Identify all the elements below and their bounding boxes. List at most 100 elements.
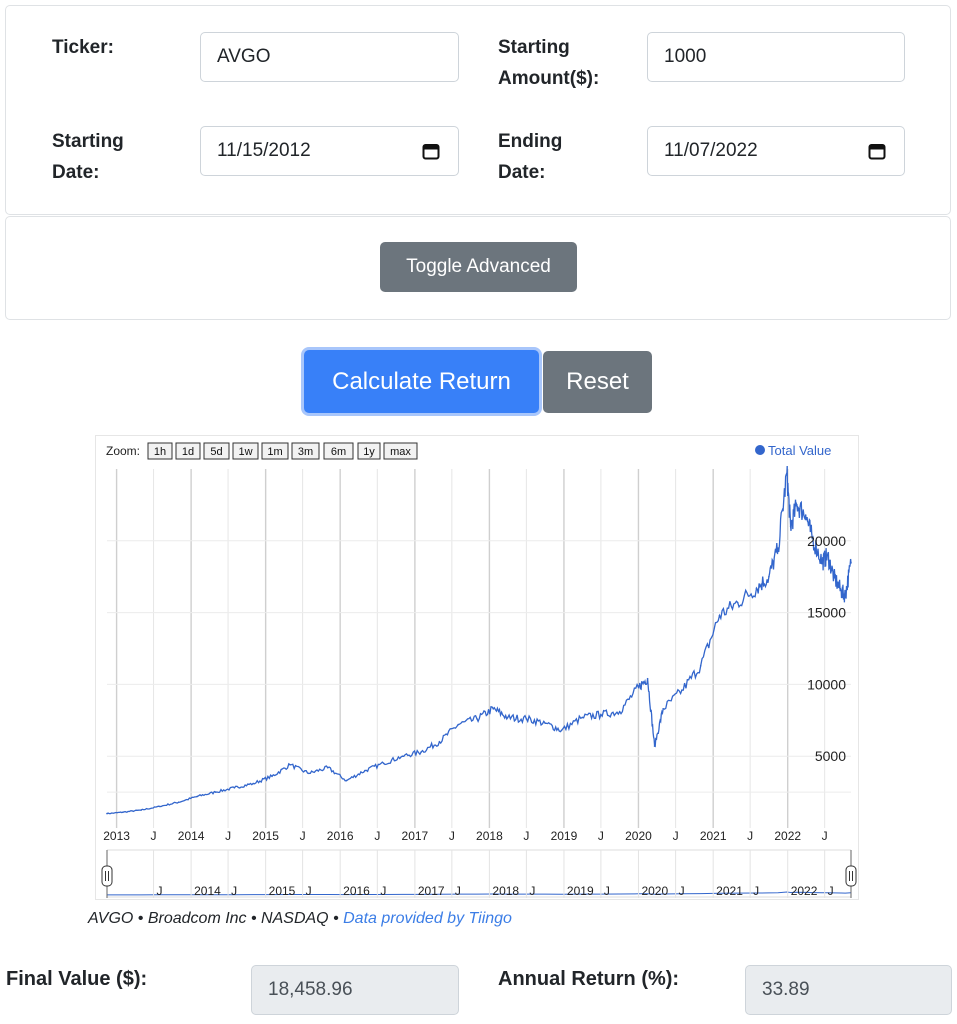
x-tick-label: J [747, 829, 753, 843]
handle-grip [101, 865, 113, 887]
annual-return-label: Annual Return (%): [498, 968, 680, 990]
zoom-label: Zoom: [106, 444, 140, 458]
navigator-tick-label: 2015 [269, 884, 296, 898]
data-point [804, 514, 807, 516]
data-point [736, 601, 739, 604]
data-point [401, 755, 404, 757]
data-point [833, 575, 835, 578]
data-point [382, 762, 385, 765]
navigator-tick-label: J [231, 884, 237, 898]
zoom-button-label: max [390, 446, 411, 458]
reset-button[interactable]: Reset [543, 351, 652, 413]
x-tick-label: J [449, 829, 455, 843]
calculate-return-button[interactable]: Calculate Return [304, 350, 539, 413]
data-point [457, 723, 460, 726]
x-tick-label: 2016 [327, 829, 354, 843]
toggle-advanced-button[interactable]: Toggle Advanced [380, 242, 577, 292]
zoom-max-button[interactable]: max [383, 442, 418, 460]
calendar-icon[interactable] [868, 142, 886, 160]
navigator-tick-label: J [604, 884, 610, 898]
starting-amount-input[interactable]: 1000 [647, 32, 905, 82]
x-tick-label: J [374, 829, 380, 843]
zoom-button-frame [232, 442, 259, 460]
chart-canvas[interactable]: Zoom: 1h 1d 5d 1w 1m 3m 6m 1y max Total Value 500… [96, 436, 860, 901]
data-point [214, 791, 217, 793]
data-point [600, 713, 602, 716]
navigator-tick-label: J [753, 884, 759, 898]
chart-attribution: AVGO • Broadcom Inc • NASDAQ • Data prov… [88, 910, 512, 928]
x-tick-label: J [300, 829, 306, 843]
data-point [637, 686, 640, 689]
data-point [826, 554, 829, 556]
data-point [777, 547, 779, 549]
zoom-1y-button[interactable]: 1y [357, 442, 381, 460]
ending-date-value: 11/07/2022 [664, 140, 758, 161]
x-tick-label: J [673, 829, 679, 843]
data-point [159, 805, 161, 808]
starting-date-label: Starting Date: [52, 131, 124, 183]
annual-return-value: 33.89 [762, 979, 810, 1000]
legend-marker [755, 445, 765, 455]
zoom-6m-button[interactable]: 6m [323, 442, 354, 460]
data-point [507, 716, 509, 719]
data-point [177, 801, 180, 803]
zoom-1m-button[interactable]: 1m [261, 442, 289, 460]
y-tick-label: 20000 [807, 533, 846, 549]
data-point [821, 561, 824, 564]
data-point [850, 562, 852, 564]
data-point [699, 664, 702, 667]
data-point [140, 809, 142, 811]
starting-date-input[interactable]: 11/15/2012 [200, 126, 459, 176]
final-value-label: Final Value ($): [6, 968, 148, 990]
x-tick-label: 2015 [252, 829, 279, 843]
navigator-tick-label: J [828, 884, 834, 898]
starting-amount-value: 1000 [664, 46, 707, 67]
data-point [122, 811, 124, 813]
calendar-icon[interactable] [422, 142, 440, 160]
navigator-tick-label: J [380, 884, 386, 898]
zoom-1d-button[interactable]: 1d [175, 442, 201, 460]
x-tick-label: 2022 [774, 829, 801, 843]
data-point [811, 537, 813, 539]
navigator-tick-label: 2017 [418, 884, 445, 898]
zoom-3m-button[interactable]: 3m [291, 442, 320, 460]
navigator-tick-label: 2022 [791, 884, 818, 898]
zoom-1h-button[interactable]: 1h [147, 442, 173, 460]
data-point [476, 718, 478, 720]
ending-date-input[interactable]: 11/07/2022 [647, 126, 905, 176]
attribution-text: AVGO • Broadcom Inc • NASDAQ • [88, 910, 344, 927]
zoom-button-frame [175, 442, 201, 460]
zoom-button-label: 5d [210, 446, 222, 458]
y-tick-label: 10000 [807, 676, 846, 692]
data-point [345, 779, 348, 782]
navigator-tick-label: 2021 [716, 884, 743, 898]
data-point [560, 729, 563, 732]
navigator-left-handle[interactable] [101, 850, 113, 898]
data-point [768, 575, 770, 578]
data-point [840, 590, 842, 592]
zoom-button-label: 1d [182, 446, 194, 458]
starting-amount-label: Starting Amount($): [498, 37, 600, 89]
data-point [289, 764, 291, 766]
zoom-1w-button[interactable]: 1w [232, 442, 259, 460]
zoom-button-label: 1w [238, 446, 252, 458]
zoom-button-frame [261, 442, 289, 460]
zoom-5d-button[interactable]: 5d [203, 442, 230, 460]
tiingo-link[interactable]: Data provided by Tiingo [343, 910, 512, 927]
navigator-tick-label: 2018 [492, 884, 519, 898]
stock-chart[interactable]: Zoom: 1h 1d 5d 1w 1m 3m 6m 1y max Total Value 500… [95, 435, 859, 900]
data-point [755, 587, 758, 589]
navigator-tick-label: 2016 [343, 884, 370, 898]
data-point [492, 708, 495, 710]
data-point [420, 751, 423, 753]
y-tick-label: 15000 [807, 605, 846, 621]
navigator-right-handle[interactable] [845, 850, 857, 898]
zoom-button-frame [147, 442, 173, 460]
ticker-label: Ticker: [52, 37, 114, 58]
data-point [196, 795, 199, 798]
legend-label: Total Value [768, 443, 831, 458]
x-tick-label: 2017 [402, 829, 429, 843]
ticker-input[interactable]: AVGO [200, 32, 459, 82]
navigator-tick-label: J [679, 884, 685, 898]
final-value: 18,458.96 [268, 979, 353, 1000]
